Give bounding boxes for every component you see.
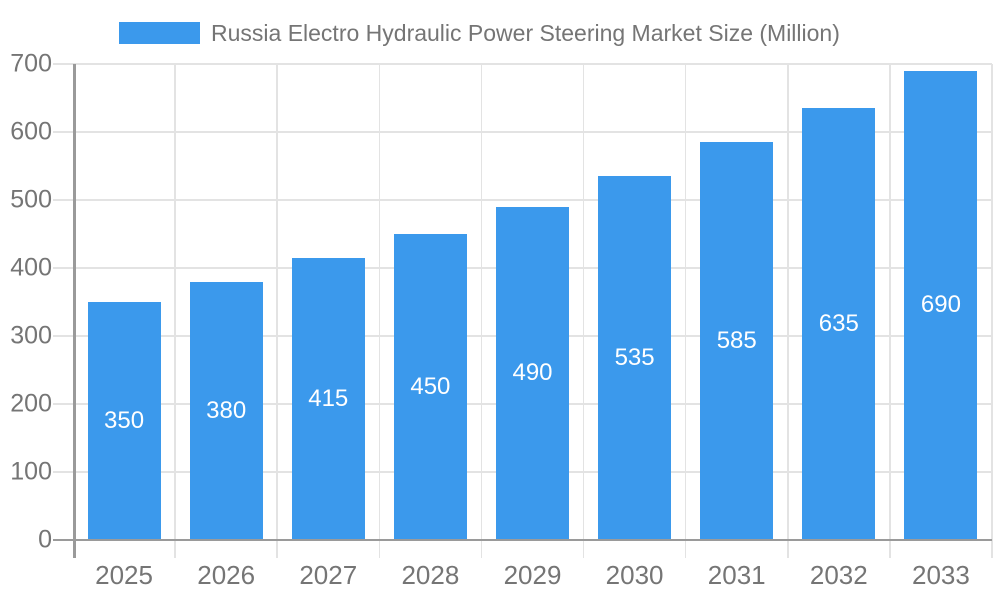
y-axis-label-500: 500: [10, 185, 52, 214]
bar-value-label-2033: 690: [920, 291, 961, 319]
gridline-x-4: [480, 64, 483, 540]
x-axis-tick-9: [991, 540, 993, 558]
bar-value-label-2032: 635: [818, 310, 859, 338]
gridline-x-5: [582, 64, 585, 540]
bar-2029[interactable]: 490: [496, 206, 569, 540]
bar-2030[interactable]: 535: [598, 176, 672, 540]
x-axis-label-2029: 2029: [503, 560, 562, 590]
bar-2031[interactable]: 585: [700, 142, 774, 540]
y-axis-tick-500: [53, 199, 73, 201]
bar-2032[interactable]: 635: [802, 108, 876, 540]
gridline-y-500: [73, 199, 992, 201]
y-axis-tick-300: [53, 335, 73, 337]
x-axis-tick-7: [787, 540, 789, 558]
x-axis-tick-3: [378, 540, 381, 558]
y-axis-tick-700: [53, 63, 73, 65]
y-axis-label-600: 600: [10, 117, 52, 146]
bar-value-label-2026: 380: [206, 396, 247, 424]
x-axis-label-2030: 2030: [605, 560, 664, 590]
bar-value-label-2029: 490: [512, 359, 553, 387]
gridline-y-700: [73, 63, 992, 65]
x-axis-label-2033: 2033: [912, 560, 970, 590]
x-axis-line: [71, 538, 992, 541]
y-axis-label-200: 200: [10, 389, 52, 418]
bar-2025[interactable]: 350: [87, 302, 161, 540]
x-axis-label-2031: 2031: [707, 560, 766, 590]
bar-2027[interactable]: 415: [291, 257, 365, 540]
bar-value-label-2030: 535: [614, 344, 655, 372]
x-axis-label-2028: 2028: [401, 560, 460, 590]
y-axis-tick-600: [53, 131, 73, 133]
y-axis-label-100: 100: [10, 457, 52, 486]
x-axis-tick-2: [276, 540, 278, 558]
x-axis-label-2026: 2026: [197, 560, 256, 590]
bar-value-label-2027: 415: [308, 384, 349, 412]
x-axis-label-2032: 2032: [809, 560, 868, 590]
bar-value-label-2025: 350: [104, 407, 145, 434]
y-axis-label-0: 0: [38, 525, 52, 554]
bar-value-label-2031: 585: [716, 327, 757, 355]
y-axis-line: [73, 64, 76, 558]
gridline-x-1: [174, 64, 176, 540]
bar-2026[interactable]: 380: [189, 281, 263, 540]
gridline-x-7: [787, 64, 789, 540]
y-axis-label-700: 700: [10, 49, 52, 78]
x-axis-tick-5: [582, 540, 585, 558]
plot-area: 0 100 200 300 400 500 600 700 350 2025 380 2026 415 2…: [10, 50, 993, 590]
bar-2028[interactable]: 450: [393, 234, 467, 540]
gridline-x-8: [889, 64, 891, 540]
legend-label: Russia Electro Hydraulic Power Steering …: [211, 19, 840, 46]
gridline-y-600: [73, 131, 992, 133]
gridline-x-2: [276, 64, 278, 540]
bar-value-label-2028: 450: [410, 373, 451, 400]
gridline-x-3: [378, 64, 381, 540]
bar-2033[interactable]: 690: [904, 70, 978, 540]
y-axis-tick-400: [53, 267, 73, 269]
y-axis-tick-200: [53, 403, 73, 405]
x-axis-label-2027: 2027: [299, 560, 358, 590]
chart-legend[interactable]: Russia Electro Hydraulic Power Steering …: [119, 20, 840, 46]
y-axis-label-400: 400: [10, 253, 52, 282]
gridline-x-6: [684, 64, 687, 540]
x-axis-label-2025: 2025: [95, 560, 153, 590]
x-axis-tick-6: [684, 540, 687, 558]
x-axis-tick-8: [889, 540, 891, 558]
legend-swatch: [119, 22, 200, 44]
gridline-x-9: [991, 64, 993, 540]
y-axis-label-300: 300: [10, 321, 52, 350]
y-axis-tick-0: [53, 538, 73, 542]
y-axis-tick-100: [53, 471, 73, 473]
x-axis-tick-1: [174, 540, 176, 558]
x-axis-tick-4: [480, 540, 483, 558]
